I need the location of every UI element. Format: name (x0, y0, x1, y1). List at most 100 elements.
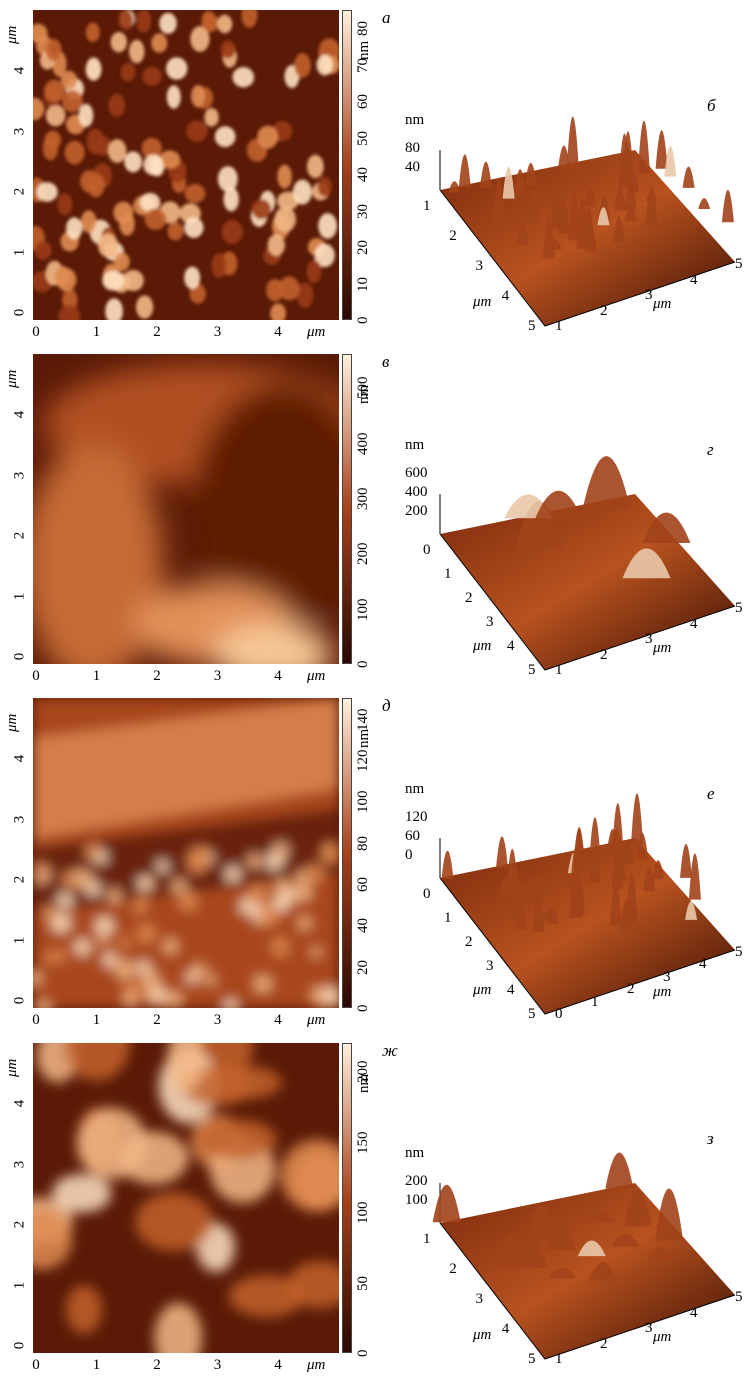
surface-peak (655, 130, 668, 169)
grain-mark (239, 898, 256, 915)
grain-mark (254, 975, 272, 993)
grain-mark (221, 219, 243, 244)
grain-mark (306, 259, 322, 283)
map-background (33, 10, 339, 320)
grain-mark (50, 912, 71, 933)
grain-mark (120, 62, 136, 82)
panel-letter-2d: д (382, 696, 391, 715)
surface-peak (647, 1247, 676, 1260)
grain-mark (122, 269, 144, 292)
grain-mark (36, 182, 58, 202)
height-map-image (33, 354, 339, 664)
y-tick-label: 2 (11, 187, 28, 196)
surface-peak (534, 490, 583, 521)
surface-3d-image (432, 1152, 736, 1360)
surface-peak (611, 1234, 640, 1247)
grain-mark (140, 970, 160, 990)
left-axis-tick-label: 3 (475, 258, 484, 274)
left-axis-unit: μm (473, 294, 492, 310)
y-tick-label: 4 (11, 1099, 28, 1108)
surface-peak (587, 1211, 616, 1223)
colorbar-tick-label: 100 (355, 1201, 371, 1225)
grain-mark (44, 130, 62, 150)
grain-mark (34, 861, 47, 874)
height-map-image (33, 10, 339, 320)
y-tick-label: 0 (11, 1341, 28, 1350)
y-tick-label: 3 (11, 127, 28, 135)
surface-peak (648, 217, 661, 231)
grain-mark (33, 1210, 73, 1270)
surface-peak (652, 860, 665, 879)
x-tick-label: 3 (213, 324, 222, 340)
grain-mark (33, 970, 42, 987)
surface-peak (514, 883, 527, 930)
x-tick-label: 2 (153, 668, 161, 684)
colorbar-tick-label: 80 (355, 835, 371, 851)
grain-mark (136, 10, 152, 33)
surface-peak (432, 1184, 461, 1223)
grain-mark (97, 233, 119, 258)
colorbar-tick-label: 300 (355, 487, 371, 510)
grain-mark (145, 989, 158, 1002)
grain-mark (80, 210, 97, 233)
surface-peak (622, 841, 635, 864)
surface-peak (637, 120, 650, 174)
right-axis-unit: μm (653, 984, 672, 1000)
grain-mark (124, 151, 143, 173)
grain-mark (248, 883, 268, 904)
grain-mark (321, 842, 339, 861)
z-tick-label: 60 (405, 828, 420, 844)
panel-letter-3d: е (707, 784, 715, 803)
grain-mark (45, 104, 66, 127)
surface-peak (588, 817, 601, 867)
panel-letter-2d: а (382, 8, 391, 27)
y-tick-label: 1 (11, 1281, 28, 1289)
left-axis-tick-label: 1 (423, 1231, 431, 1247)
panel-row-1: nm 0 10 20 30 40 50 60 70 80 а б 0 1 2 3 4 μm 0 1 2 3 4 μm nm 40 8… (0, 0, 749, 344)
surface-peak (582, 206, 595, 240)
x-tick-label: 1 (92, 324, 101, 340)
y-tick-label: 2 (11, 875, 28, 884)
y-tick-label: 1 (11, 936, 28, 944)
grain-mark (108, 139, 127, 163)
grain-mark (202, 13, 219, 33)
grain-mark (134, 901, 146, 914)
colorbar-tick-label: 60 (355, 877, 371, 892)
colorbar-tick-label: 20 (355, 240, 371, 256)
grain-mark (224, 865, 242, 883)
y-tick-label: 4 (11, 66, 28, 75)
grain-mark (271, 937, 290, 957)
grain-mark (151, 33, 168, 53)
z-tick-label: 120 (405, 809, 428, 825)
surface-peak (577, 1240, 606, 1257)
grain-mark (73, 868, 93, 889)
surface-peak (645, 190, 658, 202)
left-axis-tick-label: 3 (475, 1291, 484, 1307)
afm-height-map (33, 10, 339, 320)
x-tick-label: 4 (274, 1012, 282, 1028)
grain-mark (60, 70, 78, 90)
surface-peak (568, 192, 581, 241)
surface-peak (618, 133, 631, 188)
z-tick-label: 200 (405, 1173, 428, 1189)
colorbar-tick-label: 150 (355, 1131, 371, 1154)
y-tick-label: 0 (11, 996, 28, 1005)
afm-height-map (33, 698, 339, 1008)
x-tick-label: 4 (274, 324, 282, 340)
grain-mark (78, 103, 94, 128)
surface-peak (524, 162, 537, 186)
grain-mark (190, 84, 206, 108)
grain-mark (167, 1043, 204, 1092)
colorbar-tick-label: 10 (355, 276, 371, 292)
y-tick-label: 1 (11, 592, 28, 600)
z-tick-label: 0 (405, 847, 413, 863)
grain-mark (232, 66, 255, 88)
colorbar-tick-label: 80 (355, 21, 371, 37)
axis-lines (439, 877, 736, 1015)
colorbar (342, 698, 352, 1008)
grain-mark (43, 951, 56, 964)
left-axis-tick-label: 2 (465, 934, 473, 950)
surface-peak (495, 836, 508, 869)
grain-mark (220, 40, 236, 59)
y-tick-label: 4 (11, 754, 28, 763)
